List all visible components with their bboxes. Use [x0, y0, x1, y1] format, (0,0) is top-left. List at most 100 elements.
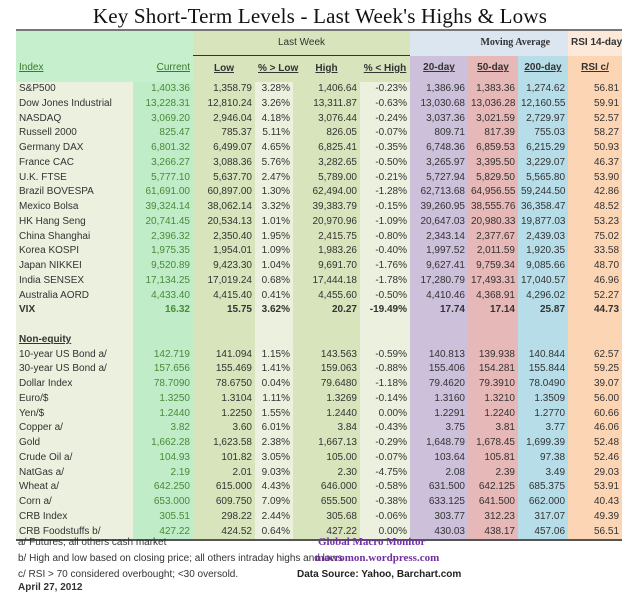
cell: 4.18% — [255, 111, 293, 127]
cell: 60.66 — [568, 406, 623, 422]
cell: 104.93 — [133, 450, 193, 466]
cell: 662.000 — [518, 495, 569, 510]
cell: 48.70 — [568, 259, 623, 274]
cell: 4,455.60 — [293, 288, 360, 304]
cell: 825.47 — [133, 126, 193, 141]
table-row: S&P500 1,403.36 1,358.79 3.28% 1,406.64 -0.23… — [16, 82, 623, 97]
col-rsi: RSI c/ — [568, 55, 623, 82]
table-row: Crude Oil a/104.93 101.82 3.05% 105.00 -0.07… — [16, 450, 623, 466]
col-50-day: 50-day — [468, 55, 518, 82]
blank-header — [16, 30, 193, 56]
cell: 1,648.79 — [410, 436, 468, 451]
cell: -0.06% — [360, 509, 410, 525]
cell: 4,415.40 — [193, 288, 255, 304]
cell: 3.62% — [255, 303, 293, 318]
cell: 13,311.87 — [293, 96, 360, 112]
cell: 15.75 — [193, 303, 255, 318]
row-label: Yen/$ — [16, 406, 133, 422]
cell: -0.35% — [360, 141, 410, 156]
table-row: Dow Jones Industrial 13,228.31 12,810.24 3.… — [16, 96, 623, 112]
cell: 52.48 — [568, 436, 623, 451]
cell: 3,021.59 — [468, 111, 518, 127]
table-row: Copper a/3.82 3.60 6.01% 3.84 -0.43% 3.75 3.81… — [16, 421, 623, 436]
cell: 3.26% — [255, 96, 293, 112]
cell: 39,383.79 — [293, 200, 360, 215]
cell: 0.41% — [255, 288, 293, 304]
cell: 46.06 — [568, 421, 623, 436]
cell: 140.844 — [518, 347, 569, 363]
cell: 19,877.03 — [518, 214, 569, 230]
row-label: Crude Oil a/ — [16, 450, 133, 466]
cell: -0.59% — [360, 347, 410, 363]
table-row: China Shanghai 2,396.32 2,350.40 1.95% 2,415… — [16, 229, 623, 245]
cell: 1,954.01 — [193, 244, 255, 259]
cell: 140.813 — [410, 347, 468, 363]
cell: 46.96 — [568, 273, 623, 289]
cell: 9,520.89 — [133, 259, 193, 274]
row-label: CRB Foodstuffs b/ — [16, 524, 133, 541]
cell: 303.77 — [410, 509, 468, 525]
cell — [360, 318, 410, 333]
cell: 3,229.07 — [518, 155, 569, 171]
last-week-header: Last Week — [193, 30, 410, 56]
table-row: HK Hang Seng 20,741.45 20,534.13 1.01% 20,97… — [16, 214, 623, 230]
cell: 1.3250 — [133, 391, 193, 407]
cell: 40.43 — [568, 495, 623, 510]
table-row: Mexico Bolsa 39,324.14 38,062.14 3.32% 39,38… — [16, 200, 623, 215]
row-label: Dow Jones Industrial — [16, 96, 133, 112]
cell: 2,439.03 — [518, 229, 569, 245]
cell: 4,296.02 — [518, 288, 569, 304]
table-row: Japan NIKKEI 9,520.89 9,423.30 1.04% 9,691.7… — [16, 259, 623, 274]
cell: 3.84 — [293, 421, 360, 436]
cell: 20,741.45 — [133, 214, 193, 230]
cell: 1.3269 — [293, 391, 360, 407]
table-row: Russell 2000 825.47 785.37 5.11% 826.05 -0.07… — [16, 126, 623, 141]
cell: 1.3509 — [518, 391, 569, 407]
cell: 3.75 — [410, 421, 468, 436]
cell: 317.07 — [518, 509, 569, 525]
cell: -0.14% — [360, 391, 410, 407]
cell — [518, 318, 569, 333]
cell: 4,410.46 — [410, 288, 468, 304]
cell: 1,920.35 — [518, 244, 569, 259]
cell: 1.3160 — [410, 391, 468, 407]
cell: 159.063 — [293, 362, 360, 377]
col-pct-below-high: % < High — [360, 55, 410, 82]
cell: 1,983.26 — [293, 244, 360, 259]
cell: 17.14 — [468, 303, 518, 318]
cell: 1.3104 — [193, 391, 255, 407]
cell: -0.58% — [360, 480, 410, 495]
cell: 17,493.31 — [468, 273, 518, 289]
cell: 5,829.50 — [468, 170, 518, 186]
table-row: CRB Foodstuffs b/427.22 424.52 0.64% 427.22… — [16, 524, 623, 541]
cell: 0.68% — [255, 273, 293, 289]
cell: 38,062.14 — [193, 200, 255, 215]
cell: 143.563 — [293, 347, 360, 363]
footnote-a: a/ Futures; all others cash market — [18, 537, 167, 548]
cell: 59.25 — [568, 362, 623, 377]
cell: -0.38% — [360, 495, 410, 510]
cell: 9,085.66 — [518, 259, 569, 274]
row-label: 10-year US Bond a/ — [16, 347, 133, 363]
cell: 20,647.03 — [410, 214, 468, 230]
cell: 154.281 — [468, 362, 518, 377]
brand-site: macromon.wordpress.com — [315, 552, 440, 564]
row-label: China Shanghai — [16, 229, 133, 245]
row-label: VIX — [16, 303, 133, 318]
cell: 12,810.24 — [193, 96, 255, 112]
cell: 139.938 — [468, 347, 518, 363]
cell: 42.86 — [568, 185, 623, 200]
cell: 79.3910 — [468, 377, 518, 392]
table-row: Wheat a/642.250 615.000 4.43% 646.000 -0.58%… — [16, 480, 623, 495]
cell: 312.23 — [468, 509, 518, 525]
cell: 427.22 — [293, 524, 360, 541]
cell: 6,801.32 — [133, 141, 193, 156]
cell: 1.3210 — [468, 391, 518, 407]
cell: 298.22 — [193, 509, 255, 525]
row-label: NASDAQ — [16, 111, 133, 127]
cell: 20.27 — [293, 303, 360, 318]
cell: 785.37 — [193, 126, 255, 141]
report-date: April 27, 2012 — [18, 582, 83, 593]
cell: 141.094 — [193, 347, 255, 363]
cell: 155.844 — [518, 362, 569, 377]
